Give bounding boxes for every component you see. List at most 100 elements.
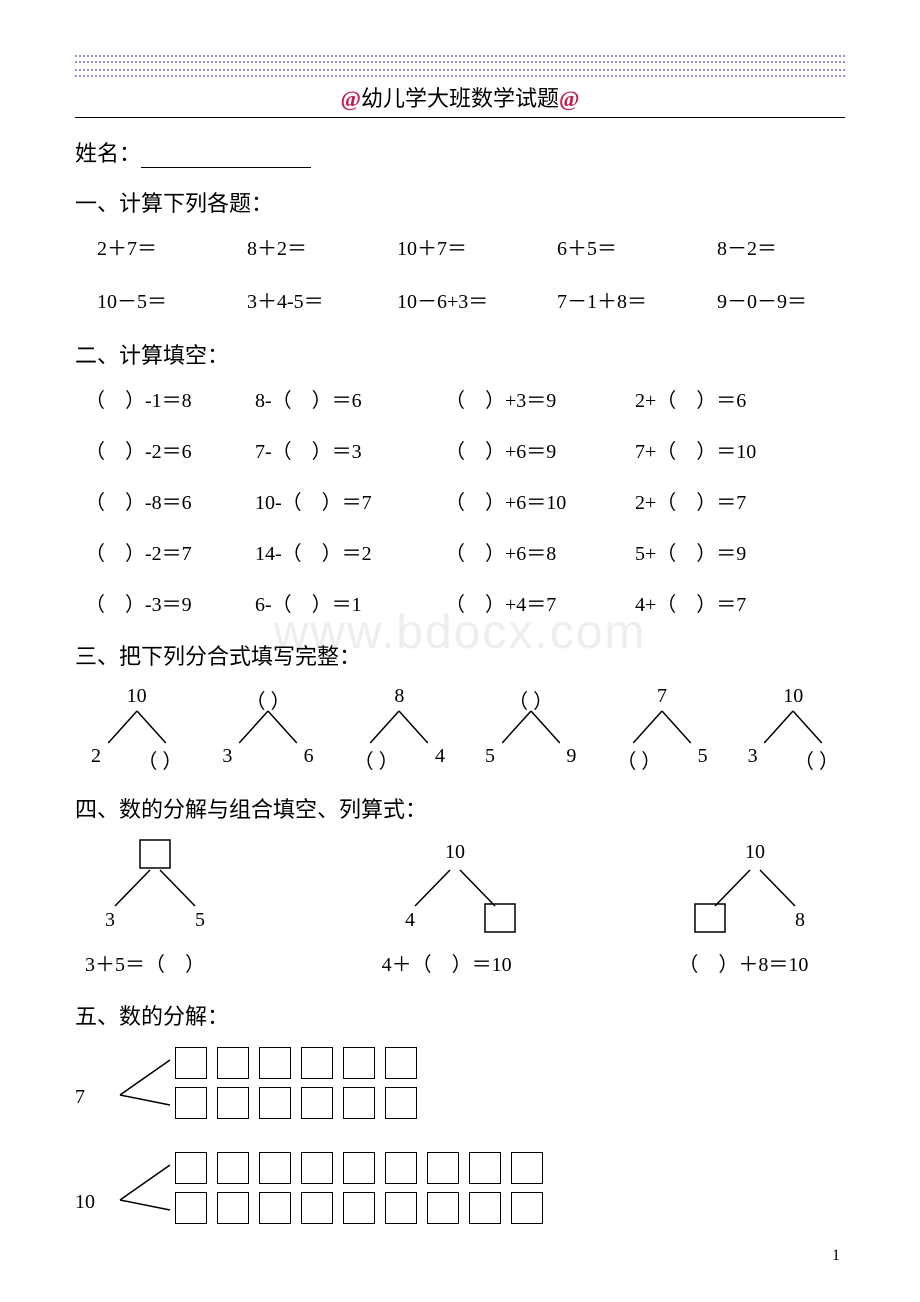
section-1-heading: 一、计算下列各题： [75, 186, 845, 218]
fill-problem: 7-（ ）＝3 [255, 435, 445, 464]
section-4-equations: 3＋5＝（ ） 4＋（ ）＝10 （ ）＋8＝10 [75, 948, 845, 977]
answer-box[interactable] [343, 1192, 375, 1224]
answer-box[interactable] [511, 1152, 543, 1184]
bond-top: 10 [742, 685, 845, 709]
calc-problem: 7－1＋8＝ [557, 285, 717, 314]
answer-box[interactable] [175, 1087, 207, 1119]
answer-box[interactable] [385, 1152, 417, 1184]
equation: （ ）＋8＝10 [678, 948, 845, 977]
answer-box[interactable] [427, 1192, 459, 1224]
document-title-row: @幼儿学大班数学试题@ [75, 79, 845, 118]
number-bond: （ ）36 [216, 685, 319, 774]
bond-right: 9 [566, 745, 576, 768]
calc-row: 10－5＝3＋4-5＝10－6+3＝7－1＋8＝9－0－9＝ [75, 285, 845, 314]
svg-text:4: 4 [405, 909, 415, 931]
section-4-heading: 四、数的分解与组合填空、列算式： [75, 792, 845, 824]
answer-box[interactable] [259, 1192, 291, 1224]
fill-row: （ ）-2＝714-（ ）＝2（ ）+6＝85+（ ）＝9 [75, 537, 845, 566]
answer-box[interactable] [301, 1192, 333, 1224]
calc-problem: 10－5＝ [97, 285, 247, 314]
number-bond: 7（ ）5 [610, 685, 713, 774]
answer-box[interactable] [217, 1192, 249, 1224]
calc-problem: 8－2＝ [717, 232, 777, 261]
swirl-icon: @ [559, 86, 579, 111]
number-bond-row: 102（ ）（ ）368（ ）4（ ）597（ ）5103（ ） [75, 685, 845, 774]
answer-box[interactable] [343, 1047, 375, 1079]
calc-problem: 2＋7＝ [97, 232, 247, 261]
answer-box[interactable] [175, 1047, 207, 1079]
answer-box[interactable] [217, 1047, 249, 1079]
number-bond: （ ）59 [479, 685, 582, 774]
answer-box[interactable] [259, 1152, 291, 1184]
answer-box[interactable] [343, 1152, 375, 1184]
decomp-number: 7 [75, 1056, 115, 1109]
fill-problem: 8-（ ）＝6 [255, 384, 445, 413]
bond-top: 7 [610, 685, 713, 709]
fill-problem: 5+（ ）＝9 [635, 537, 746, 566]
fill-problem: （ ）+6＝8 [445, 537, 635, 566]
answer-box[interactable] [259, 1047, 291, 1079]
page-number: 1 [832, 1247, 840, 1265]
fill-problem: （ ）+6＝10 [445, 486, 635, 515]
fill-row: （ ）-2＝67-（ ）＝3（ ）+6＝97+（ ）＝10 [75, 435, 845, 464]
answer-box[interactable] [301, 1152, 333, 1184]
decomp-number: 10 [75, 1161, 115, 1214]
bond-left: 3 [748, 745, 758, 774]
answer-box[interactable] [301, 1047, 333, 1079]
answer-box[interactable] [217, 1087, 249, 1119]
fill-problem: （ ）+3＝9 [445, 384, 635, 413]
answer-box[interactable] [385, 1047, 417, 1079]
decomposition-tree: 35 [85, 838, 225, 938]
bond-top: （ ） [479, 685, 582, 709]
section-2-heading: 二、计算填空： [75, 338, 845, 370]
bond-top: 10 [85, 685, 188, 709]
answer-box[interactable] [469, 1192, 501, 1224]
fill-row: （ ）-1＝88-（ ）＝6（ ）+3＝92+（ ）＝6 [75, 384, 845, 413]
fill-row: （ ）-3＝96-（ ）＝1（ ）+4＝74+（ ）＝7 [75, 588, 845, 617]
svg-text:8: 8 [795, 909, 805, 931]
number-bond: 10 3 （ ） [742, 685, 845, 774]
fill-problem: （ ）+4＝7 [445, 588, 635, 617]
answer-box[interactable] [469, 1152, 501, 1184]
fill-problem: （ ）+6＝9 [445, 435, 635, 464]
bond-right: （ ） [137, 745, 182, 774]
calc-row: 2＋7＝8＋2＝10＋7＝6＋5＝8－2＝ [75, 232, 845, 261]
bond-top: 8 [348, 685, 451, 709]
fill-problem: 2+（ ）＝6 [635, 384, 746, 413]
bond-right: （ ） [794, 745, 839, 774]
fill-problem: （ ）-2＝6 [85, 435, 255, 464]
fill-problem: 7+（ ）＝10 [635, 435, 756, 464]
answer-box[interactable] [511, 1192, 543, 1224]
equation: 4＋（ ）＝10 [382, 948, 549, 977]
calc-problem: 10－6+3＝ [397, 285, 557, 314]
number-bond: 8（ ）4 [348, 685, 451, 774]
answer-box[interactable] [217, 1152, 249, 1184]
calc-problem: 3＋4-5＝ [247, 285, 397, 314]
calc-problem: 10＋7＝ [397, 232, 557, 261]
decomposition-row: 10 [75, 1150, 845, 1225]
answer-box[interactable] [385, 1087, 417, 1119]
fill-problem: （ ）-2＝7 [85, 537, 255, 566]
fill-problem: （ ）-1＝8 [85, 384, 255, 413]
svg-text:5: 5 [195, 909, 205, 931]
section-4-trees: 35104108 [75, 838, 845, 938]
answer-box[interactable] [301, 1087, 333, 1119]
fill-problem: 2+（ ）＝7 [635, 486, 746, 515]
decomposition-row: 7 [75, 1045, 845, 1120]
name-blank-line[interactable] [141, 167, 311, 168]
fill-problem: 4+（ ）＝7 [635, 588, 746, 617]
answer-box[interactable] [385, 1192, 417, 1224]
answer-box[interactable] [175, 1192, 207, 1224]
bond-right: 6 [304, 745, 314, 768]
answer-box[interactable] [175, 1152, 207, 1184]
answer-box[interactable] [343, 1087, 375, 1119]
decorative-top-border [75, 55, 845, 77]
fill-row: （ ）-8＝610-（ ）＝7（ ）+6＝102+（ ）＝7 [75, 486, 845, 515]
calc-problem: 8＋2＝ [247, 232, 397, 261]
fill-problem: 6-（ ）＝1 [255, 588, 445, 617]
fill-problem: 14-（ ）＝2 [255, 537, 445, 566]
bond-top: （ ） [216, 685, 319, 709]
answer-box[interactable] [427, 1152, 459, 1184]
bond-right: 4 [435, 745, 445, 774]
answer-box[interactable] [259, 1087, 291, 1119]
